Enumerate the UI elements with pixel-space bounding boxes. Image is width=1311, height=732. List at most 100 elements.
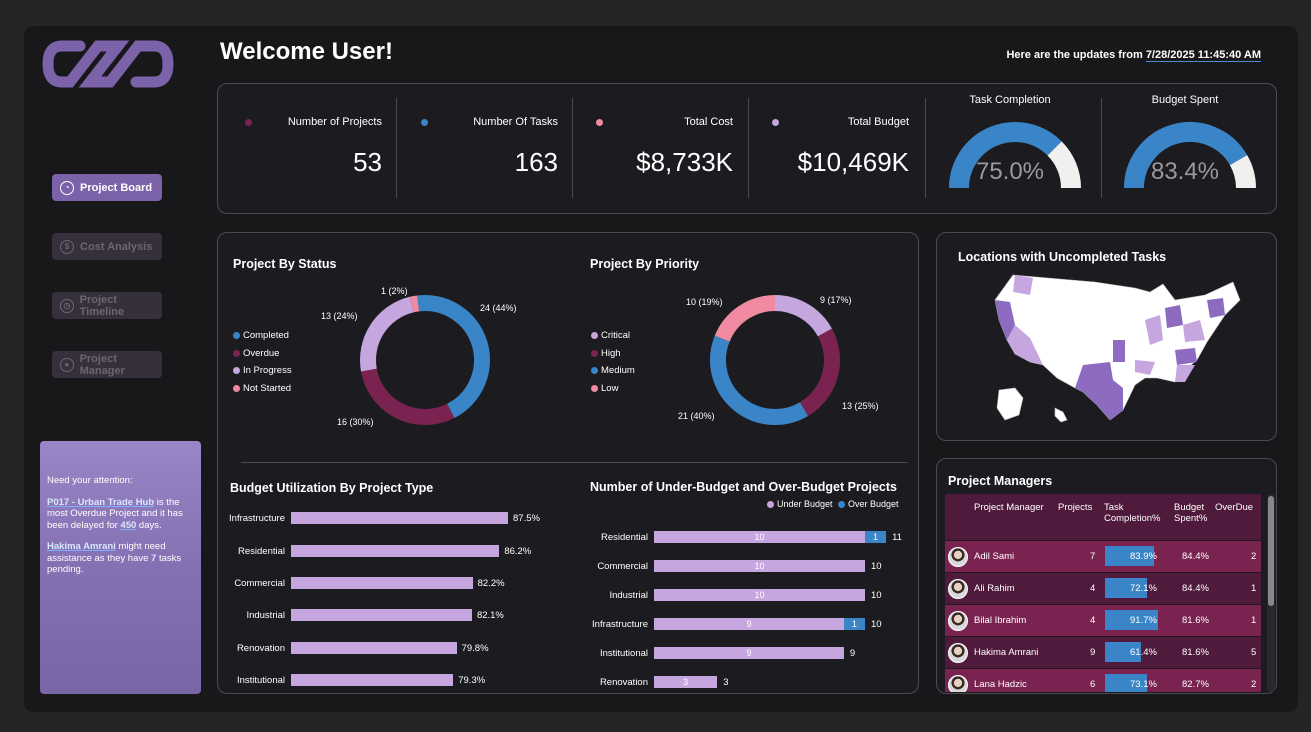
bar-category-label: Renovation — [599, 677, 648, 688]
bar-category-label: Residential — [601, 532, 648, 543]
kpi-label: Number Of Tasks — [473, 116, 558, 128]
legend-low[interactable]: Low — [591, 383, 618, 394]
nav-cost-analysis-button[interactable]: $ Cost Analysis — [52, 233, 162, 260]
legend-not-started[interactable]: Not Started — [233, 383, 291, 394]
task-completion-bar — [1105, 610, 1159, 630]
legend-dot — [591, 349, 598, 357]
attention-panel: Need your attention: P017 - Urban Trade … — [40, 441, 201, 694]
donut-data-label: 13 (24%) — [321, 311, 358, 321]
budget-spent-value: 84.4% — [1182, 551, 1209, 562]
col-overdue[interactable]: OverDue — [1215, 502, 1254, 513]
col-budget-spent[interactable]: Budget Spent% — [1174, 502, 1208, 524]
nav-project-manager-button[interactable]: ● Project Manager — [52, 351, 162, 378]
table-row[interactable]: Adil Sami 7 83.9% 84.4% 2 — [945, 541, 1261, 572]
bar-category-label: Residential — [238, 546, 285, 557]
bar-industrial[interactable] — [291, 609, 472, 621]
managers-table: Project Manager Projects Task Completion… — [945, 494, 1261, 692]
overdue-days: 450 — [120, 519, 137, 531]
projects-count: 4 — [1090, 583, 1096, 594]
legend-over-budget[interactable]: Over Budget — [838, 499, 899, 509]
legend-label: Low — [601, 382, 619, 394]
avatar-cell — [948, 605, 968, 636]
kpi-card — [217, 83, 1277, 214]
table-row[interactable]: Ali Rahim 4 72.1% 84.4% 1 — [945, 573, 1261, 604]
legend-dot — [233, 367, 240, 374]
legend-completed[interactable]: Completed — [233, 330, 289, 341]
donut-slice-high — [799, 328, 840, 416]
nav-project-timeline-button[interactable]: ◷ Project Timeline — [52, 292, 162, 319]
task-completion-bar — [1105, 546, 1154, 566]
bar-over-budget[interactable]: 1 — [843, 618, 865, 630]
avatar — [948, 578, 968, 599]
avatar — [948, 642, 968, 663]
legend-label: High — [601, 347, 621, 359]
overdue-project-link[interactable]: P017 - Urban Trade Hub — [47, 496, 155, 508]
bar-under-budget[interactable]: 9 — [654, 618, 844, 630]
bar-under-budget[interactable]: 3 — [654, 676, 718, 688]
gauge-filled-arc — [1124, 122, 1248, 189]
donut-slice-overdue — [361, 368, 455, 425]
col-projects[interactable]: Projects — [1058, 502, 1093, 513]
under-over-title: Number of Under-Budget and Over-Budget P… — [590, 480, 897, 494]
budget-util-title: Budget Utilization By Project Type — [230, 481, 434, 495]
kpi-dot — [596, 119, 603, 126]
avatar-cell — [948, 573, 968, 604]
col-task-completion[interactable]: Task Completion% — [1104, 502, 1161, 524]
bar-infrastructure[interactable] — [291, 512, 508, 524]
logo-icon — [42, 40, 174, 88]
manager-link[interactable]: Hakima Amrani — [47, 541, 116, 552]
bar-over-budget[interactable]: 1 — [865, 531, 887, 543]
legend-overdue[interactable]: Overdue — [233, 348, 279, 359]
bar-category-label: Commercial — [597, 561, 648, 572]
nav-project-board-button[interactable]: ◔ Project Board — [52, 174, 162, 201]
bar-category-label: Industrial — [609, 590, 648, 601]
projects-count: 6 — [1090, 679, 1096, 690]
bar-under-budget[interactable]: 10 — [654, 531, 865, 543]
kpi-total-budget: Total Budget $10,469K — [756, 99, 921, 199]
bar-institutional[interactable] — [291, 674, 454, 686]
kpi-divider — [396, 98, 397, 198]
avatar-cell — [948, 637, 968, 668]
donut-slice-completed — [417, 295, 490, 418]
donut-data-label: 13 (25%) — [842, 401, 879, 411]
legend-in-progress[interactable]: In Progress — [233, 365, 292, 376]
bar-value-label: 79.3% — [458, 675, 486, 686]
us-map[interactable] — [985, 270, 1245, 430]
kpi-divider — [748, 98, 749, 198]
legend-critical[interactable]: Critical — [591, 330, 630, 341]
task-completion-value: 72.1% — [1130, 583, 1157, 594]
gauge-arc — [949, 122, 1081, 189]
table-row[interactable]: Hakima Amrani 9 61.4% 81.6% 5 — [945, 637, 1261, 668]
bar-under-budget[interactable]: 10 — [654, 589, 865, 601]
bar-value-label: 82.1% — [476, 610, 504, 621]
budget-spent-value: 81.6% — [1182, 615, 1209, 626]
table-scrollbar[interactable] — [1267, 494, 1275, 692]
manager-name: Hakima Amrani — [974, 647, 1039, 658]
legend-dot — [591, 367, 598, 374]
table-row[interactable]: Bilal Ibrahim 4 91.7% 81.6% 1 — [945, 605, 1261, 636]
legend-medium[interactable]: Medium — [591, 365, 635, 376]
legend-dot — [591, 384, 598, 392]
bar-total-label: 11 — [892, 532, 902, 543]
bar-value-label: 86.2% — [504, 546, 532, 557]
legend-label: Medium — [601, 365, 635, 376]
nav-label: Project Board — [80, 181, 153, 194]
bar-residential[interactable] — [291, 545, 500, 557]
col-manager[interactable]: Project Manager — [974, 502, 1044, 513]
bar-category-label: Institutional — [236, 675, 285, 686]
clock-icon: ◷ — [60, 298, 74, 313]
bar-renovation[interactable] — [291, 642, 457, 654]
status-chart-title: Project By Status — [233, 257, 337, 271]
table-row[interactable]: Lana Hadzic 6 73.1% 82.7% 2 — [945, 669, 1261, 692]
bar-total-label: 10 — [871, 561, 882, 572]
bar-under-budget[interactable]: 10 — [654, 560, 865, 572]
scrollbar-thumb[interactable] — [1268, 496, 1274, 606]
avatar — [948, 674, 968, 692]
legend-under-budget[interactable]: Under Budget — [767, 499, 833, 509]
bar-commercial[interactable] — [291, 577, 473, 589]
budget-spent-value: 82.7% — [1182, 679, 1209, 690]
bar-total-label: 10 — [871, 619, 882, 630]
legend-high[interactable]: High — [591, 348, 621, 359]
bar-under-budget[interactable]: 9 — [654, 647, 844, 659]
bar-category-label: Industrial — [246, 610, 285, 621]
